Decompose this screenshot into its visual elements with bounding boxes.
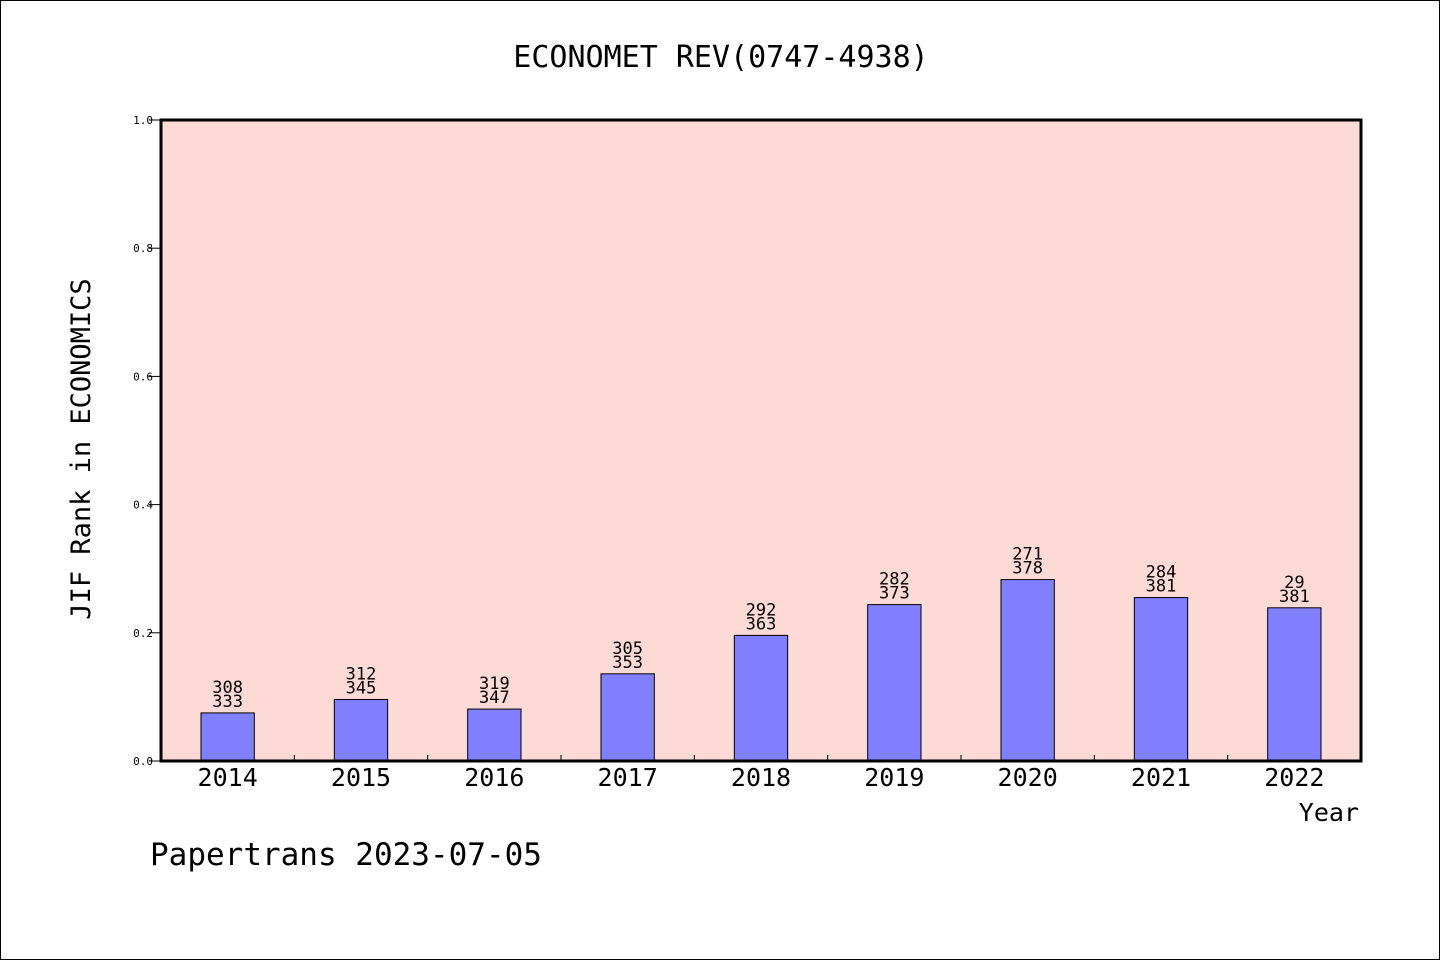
x-tick-label-2019: 2019 [864, 763, 924, 792]
y-tick-label-5: 1.0 [133, 114, 153, 127]
y-tick-label-3: 0.6 [133, 370, 153, 383]
rank-label-2021: 284 [1146, 563, 1177, 583]
chart-title: ECONOMET REV(0747-4938) [513, 40, 928, 75]
x-tick-label-2018: 2018 [731, 763, 791, 792]
total-label-2021: 381 [1146, 577, 1177, 597]
rank-label-2014: 308 [212, 678, 243, 698]
bar-2020 [1000, 579, 1055, 762]
rank-label-2016: 319 [479, 674, 510, 694]
plot-border [159, 118, 1363, 763]
total-label-2017: 353 [612, 653, 643, 673]
total-label-2014: 333 [212, 692, 243, 712]
x-tick-label-2016: 2016 [464, 763, 524, 792]
rank-label-2018: 292 [746, 600, 777, 620]
y-tick-label-1: 0.2 [133, 627, 153, 640]
x-tick-label-2020: 2020 [998, 763, 1058, 792]
rank-label-2019: 282 [879, 570, 910, 590]
bar-2014 [200, 712, 255, 762]
rank-label-2022: 29 [1284, 573, 1304, 593]
x-tick-label-2014: 2014 [198, 763, 258, 792]
total-label-2020: 378 [1012, 559, 1043, 579]
x-tick-label-2022: 2022 [1264, 763, 1324, 792]
x-axis-ticks: 2014 2015 2016 2017 2018 2019 2020 2021 2022 [198, 755, 1324, 792]
bar-2021 [1133, 597, 1189, 762]
bar-2016 [467, 708, 522, 762]
footer-note: Papertrans 2023-07-05 [150, 837, 542, 873]
total-label-2015: 345 [346, 678, 377, 698]
x-tick-label-2021: 2021 [1131, 763, 1191, 792]
bars-group [200, 579, 1322, 762]
y-tick-label-0: 0.0 [133, 755, 153, 768]
y-tick-label-2: 0.4 [133, 499, 153, 512]
total-label-2016: 347 [479, 688, 510, 708]
bar-2018 [733, 634, 789, 762]
bar-2015 [333, 698, 389, 762]
total-label-2022: 381 [1279, 587, 1310, 607]
x-tick-label-2017: 2017 [598, 763, 658, 792]
y-axis-label: JIF Rank in ECONOMICS [66, 278, 97, 619]
rank-label-2015: 312 [346, 664, 377, 684]
bar-2017 [600, 673, 655, 762]
rank-label-2017: 305 [612, 639, 643, 659]
y-tick-label-4: 0.8 [133, 242, 153, 255]
y-axis-ticks: 0.0 0.2 0.4 0.6 0.8 1.0 [133, 114, 161, 768]
bar-2022 [1267, 607, 1322, 762]
total-label-2018: 363 [746, 614, 777, 634]
total-label-2019: 373 [879, 584, 910, 604]
x-tick-label-2015: 2015 [331, 763, 391, 792]
x-axis-label: Year [1299, 798, 1359, 827]
bar-2019 [867, 604, 922, 762]
rank-label-2020: 271 [1012, 545, 1043, 565]
